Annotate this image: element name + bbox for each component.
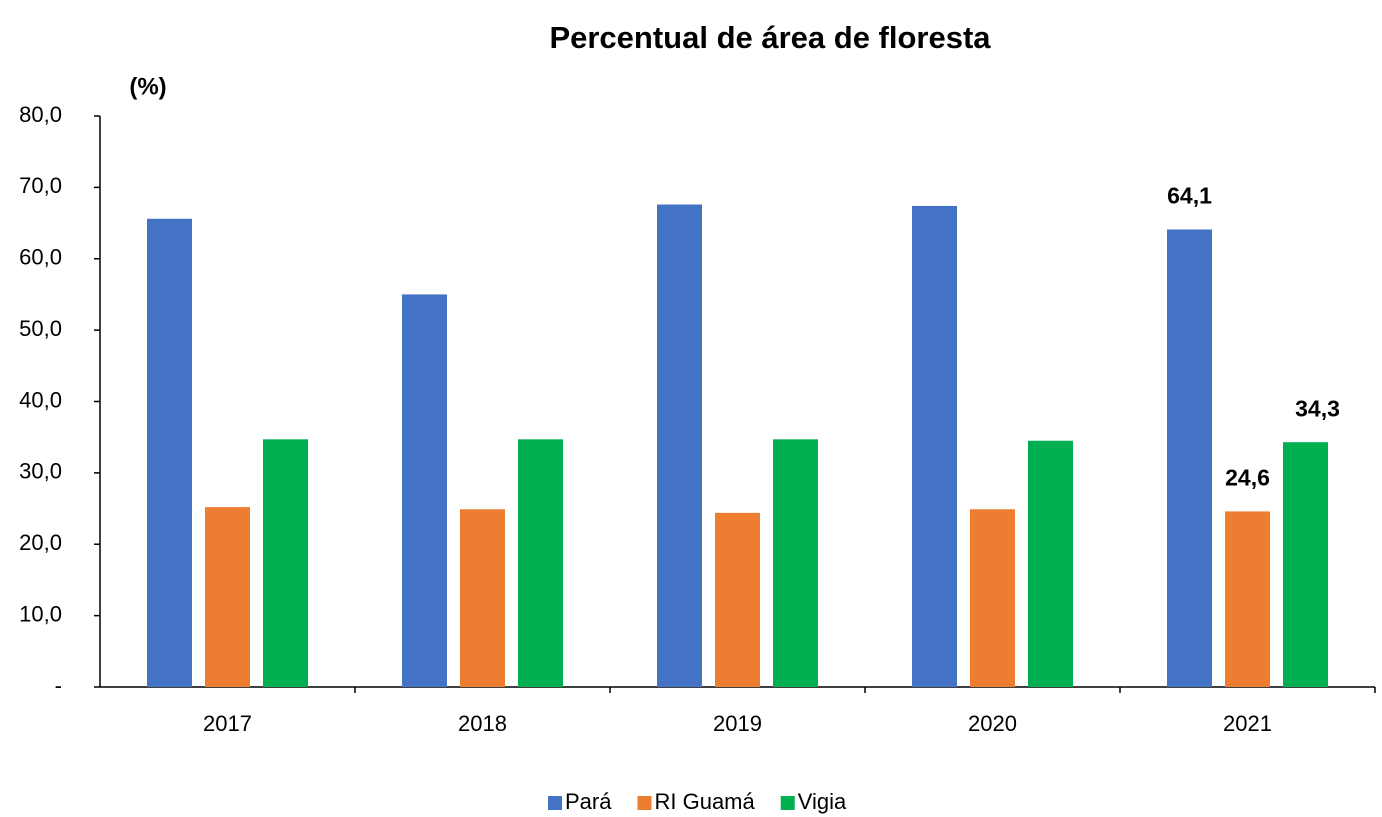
x-tick-label: 2021 — [1223, 711, 1272, 736]
bar — [773, 439, 818, 687]
bar — [402, 294, 447, 687]
bar — [970, 509, 1015, 687]
y-tick-label: 80,0 — [19, 102, 62, 127]
y-tick-label: 60,0 — [19, 245, 62, 270]
y-tick-label: 10,0 — [19, 601, 62, 626]
y-tick-label: 20,0 — [19, 530, 62, 555]
y-tick-label: 40,0 — [19, 387, 62, 412]
legend-swatch — [637, 796, 652, 810]
data-label: 34,3 — [1295, 395, 1340, 421]
bar — [1167, 229, 1212, 687]
x-tick-label: 2019 — [713, 711, 762, 736]
legend-label: Pará — [565, 789, 612, 814]
bar — [1028, 440, 1073, 687]
x-tick-label: 2020 — [968, 711, 1017, 736]
legend-swatch — [780, 796, 795, 810]
bar — [912, 205, 957, 687]
legend-label: Vigia — [798, 789, 847, 814]
bar — [518, 439, 563, 687]
bar — [460, 509, 505, 687]
y-tick-label: 70,0 — [19, 173, 62, 198]
y-axis-label: (%) — [129, 73, 166, 100]
legend-label: RI Guamá — [654, 789, 755, 814]
bar — [205, 507, 250, 687]
y-tick-label: 30,0 — [19, 459, 62, 484]
bar — [715, 512, 760, 687]
chart-title: Percentual de área de floresta — [549, 20, 991, 55]
bar — [1283, 442, 1328, 687]
x-tick-label: 2017 — [203, 711, 252, 736]
data-label: 24,6 — [1225, 464, 1270, 490]
bar — [657, 204, 702, 687]
x-tick-label: 2018 — [458, 711, 507, 736]
y-tick-label: - — [55, 673, 62, 698]
legend-swatch — [548, 796, 562, 810]
y-tick-label: 50,0 — [19, 316, 62, 341]
bar — [1225, 511, 1270, 687]
data-label: 64,1 — [1167, 183, 1212, 209]
bar — [147, 218, 192, 687]
bar — [263, 439, 308, 687]
